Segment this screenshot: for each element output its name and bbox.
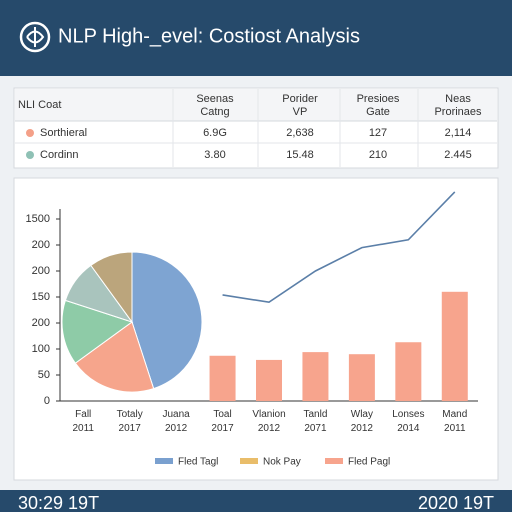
header-cell: Seenas Catng [196, 93, 234, 118]
bar [302, 352, 329, 401]
x-tick-label: Totaly 2017 [117, 409, 143, 434]
bar [256, 359, 282, 401]
cell: 127 [369, 127, 387, 139]
bar [441, 291, 468, 401]
title: NLP High-_evel: Costiost Analysis [58, 25, 360, 47]
footer-left: 30:29 19T [18, 493, 99, 512]
pie-slice [74, 321, 155, 393]
pie-slice [61, 299, 134, 364]
row-dot [26, 129, 34, 137]
legend-swatch [325, 458, 343, 464]
x-tick-label: Juana 2012 [162, 409, 190, 434]
bar [395, 342, 422, 401]
cell: 2.445 [444, 149, 472, 161]
y-tick-label: 0 [44, 395, 50, 407]
logo [19, 21, 51, 53]
y-tick-label: 50 [38, 369, 50, 381]
cell: Cordinn [40, 149, 79, 161]
y-tick-label: 200 [32, 239, 50, 251]
pie-slice [131, 251, 203, 390]
cell: 210 [369, 149, 387, 161]
footer-bar [0, 490, 512, 512]
y-tick-label: 200 [32, 317, 50, 329]
cell: 15.48 [286, 149, 314, 161]
bar [209, 355, 236, 401]
y-tick-label: 150 [32, 291, 50, 303]
cell: 3.80 [204, 149, 225, 161]
footer-right: 2020 19T [418, 493, 494, 512]
legend-label: Fled Pagl [348, 457, 390, 468]
x-tick-label: Lonses 2014 [392, 409, 424, 434]
x-tick-label: Vlanion 2012 [252, 409, 285, 434]
y-tick-label: 100 [32, 343, 50, 355]
x-tick-label: Mand 2011 [442, 409, 467, 434]
x-tick-label: Wlay 2012 [351, 409, 374, 434]
cell: Sorthieral [40, 127, 87, 139]
x-tick-label: Tanld 2071 [303, 409, 327, 434]
y-tick-label: 200 [32, 265, 50, 277]
header-cell: Neas Prorinaes [434, 93, 482, 118]
logo-mark [26, 27, 45, 47]
legend-label: Fled Tagl [178, 457, 218, 468]
legend-swatch [240, 458, 258, 464]
pie-slice [90, 251, 133, 324]
header-cell: Presioes Gate [357, 93, 400, 118]
cell: 2,638 [286, 127, 314, 139]
cell: 2,114 [445, 127, 472, 139]
legend-swatch [155, 458, 173, 464]
x-tick-label: Toal 2017 [211, 409, 234, 434]
header-cell: NLI Coat [18, 99, 61, 111]
legend-label: Nok Pay [263, 457, 301, 468]
header-cell: Porider VP [282, 93, 318, 118]
y-tick-label: 1500 [26, 213, 50, 225]
row-dot [26, 151, 34, 159]
header-bar [0, 0, 512, 76]
cell: 6.9G [203, 127, 227, 139]
x-tick-label: Fall 2011 [72, 409, 94, 434]
table-header [15, 89, 497, 121]
bar [348, 354, 375, 401]
line-series [222, 191, 456, 304]
